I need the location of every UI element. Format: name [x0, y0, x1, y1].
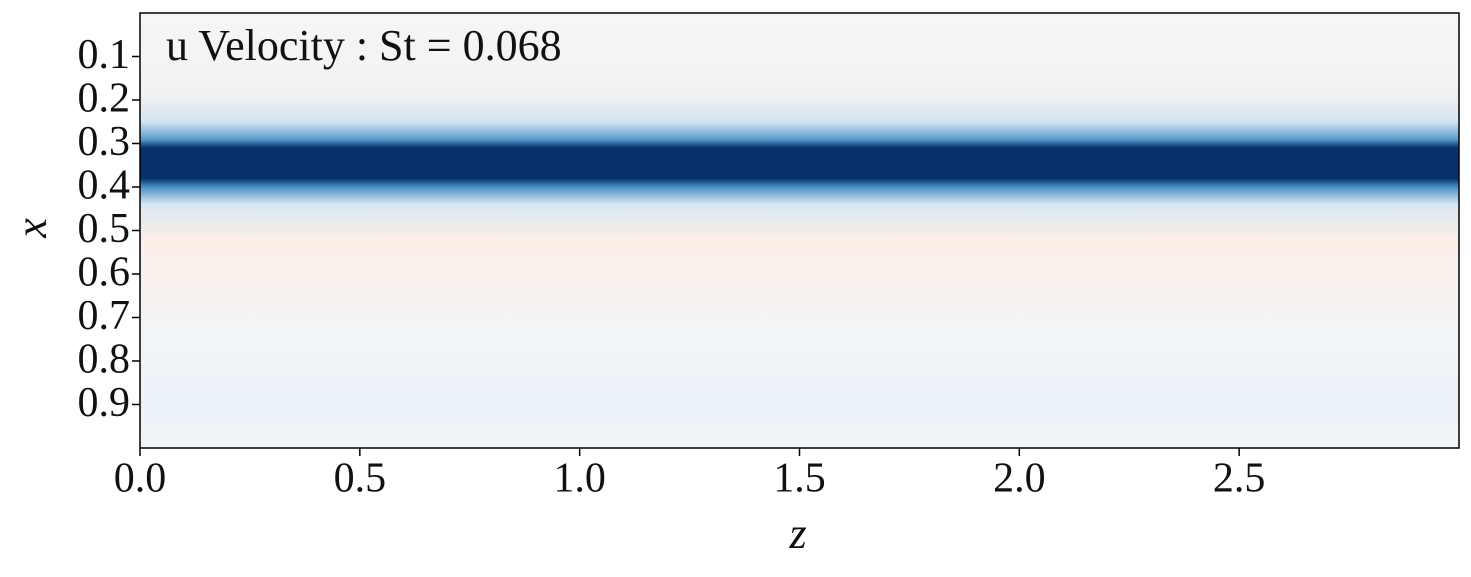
x-tick-label: 2.0: [993, 456, 1046, 502]
y-tick-label: 0.7: [78, 293, 131, 339]
x-tick-label: 0.5: [334, 456, 387, 502]
y-tick-label: 0.2: [78, 76, 131, 122]
y-tick-label: 0.9: [78, 380, 131, 426]
y-tick-label: 0.6: [78, 250, 131, 296]
y-axis-label: x: [7, 218, 56, 239]
chart-title: u Velocity : St = 0.068: [166, 21, 562, 70]
x-tick-label: 1.0: [553, 456, 606, 502]
y-tick-label: 0.8: [78, 337, 131, 383]
y-tick-label: 0.1: [78, 32, 131, 78]
y-tick-label: 0.4: [78, 163, 131, 209]
x-tick-label: 0.0: [114, 456, 167, 502]
y-tick-label: 0.3: [78, 119, 131, 165]
y-tick-label: 0.5: [78, 206, 131, 252]
x-tick-label: 1.5: [773, 456, 826, 502]
field: [140, 13, 1459, 448]
x-axis-label: z: [788, 509, 806, 558]
x-tick-label: 2.5: [1213, 456, 1266, 502]
